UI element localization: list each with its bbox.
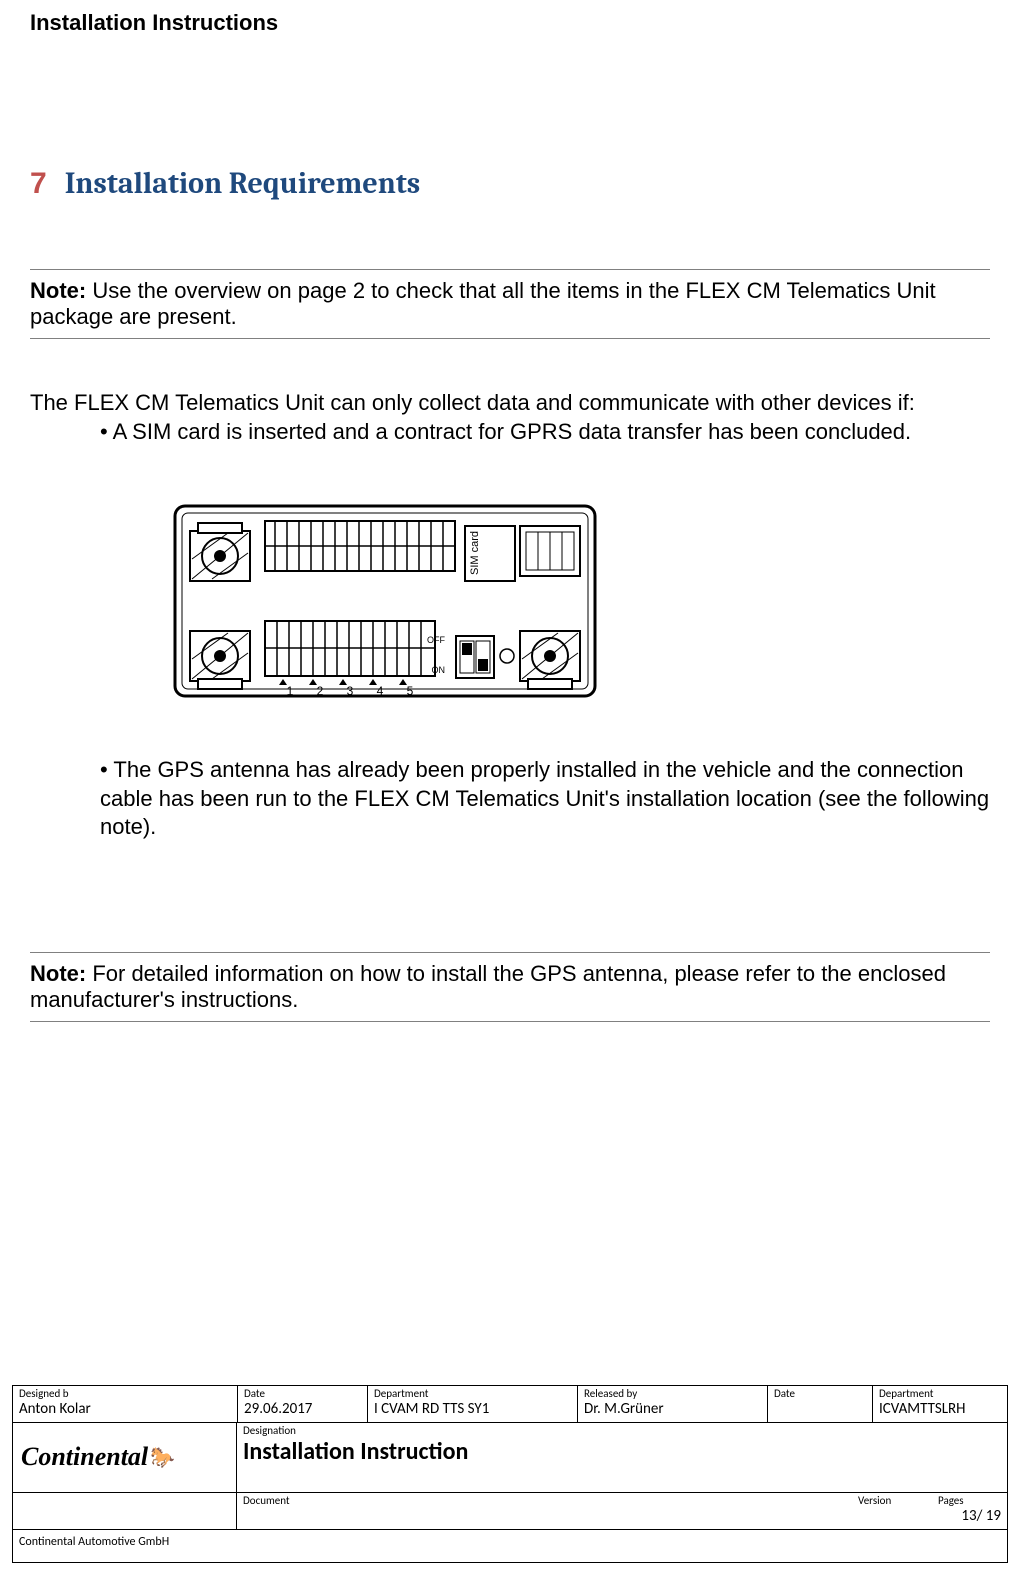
note-label: Note:	[30, 278, 86, 303]
version-cell: Version	[852, 1493, 932, 1529]
date1-cell: Date 29.06.2017	[237, 1386, 367, 1422]
document-cell: Document	[237, 1493, 852, 1529]
date1-label: Date	[244, 1388, 361, 1400]
page-header-title: Installation Instructions	[30, 10, 990, 36]
dept1-label: Department	[374, 1388, 571, 1400]
dept1-value: I CVAM RD TTS SY1	[374, 1400, 571, 1418]
svg-text:2: 2	[317, 684, 324, 698]
footer-row-1: Designed b Anton Kolar Date 29.06.2017 D…	[12, 1385, 1008, 1423]
section-number: 7	[30, 167, 47, 201]
logo-cell: Continental🐎	[12, 1423, 237, 1492]
svg-text:1: 1	[287, 684, 294, 698]
title-block: Designed b Anton Kolar Date 29.06.2017 D…	[12, 1385, 1008, 1563]
svg-text:5: 5	[407, 684, 414, 698]
designation-cell: Designation Installation Instruction	[237, 1423, 1008, 1492]
dept2-value: ICVAMTTSLRH	[879, 1400, 1001, 1418]
designed-by-value: Anton Kolar	[19, 1400, 231, 1418]
continental-logo: Continental	[21, 1442, 148, 1472]
dept1-cell: Department I CVAM RD TTS SY1	[367, 1386, 577, 1422]
company-name: Continental Automotive GmbH	[19, 1535, 169, 1549]
note-text-2: For detailed information on how to insta…	[30, 961, 946, 1012]
device-figure: SIM card 1 2 3 4 5	[170, 501, 990, 711]
note-text: Use the overview on page 2 to check that…	[30, 278, 936, 329]
designed-by-cell: Designed b Anton Kolar	[12, 1386, 237, 1422]
released-by-cell: Released by Dr. M.Grüner	[577, 1386, 767, 1422]
note-label-2: Note:	[30, 961, 86, 986]
version-label: Version	[858, 1495, 926, 1507]
footer-row-3: Document Version Pages 13/ 19	[12, 1493, 1008, 1530]
bullet-1: • A SIM card is inserted and a contract …	[100, 418, 990, 447]
svg-text:OFF: OFF	[427, 635, 445, 645]
svg-text:4: 4	[377, 684, 384, 698]
pages-cell: Pages 13/ 19	[932, 1493, 1007, 1529]
designed-by-label: Designed b	[19, 1388, 231, 1400]
released-by-label: Released by	[584, 1388, 761, 1400]
bullet-2: • The GPS antenna has already been prope…	[100, 756, 990, 842]
note-block-2: Note: For detailed information on how to…	[30, 952, 990, 1022]
horse-icon: 🐎	[150, 1445, 175, 1470]
svg-text:ON: ON	[432, 665, 446, 675]
released-by-value: Dr. M.Grüner	[584, 1400, 761, 1418]
designation-label: Designation	[243, 1425, 1001, 1437]
company-row: Continental Automotive GmbH	[12, 1530, 1008, 1563]
dept2-label: Department	[879, 1388, 1001, 1400]
date2-cell: Date	[767, 1386, 872, 1422]
designation-value: Installation Instruction	[243, 1437, 1001, 1466]
document-label: Document	[243, 1495, 846, 1507]
intro-paragraph: The FLEX CM Telematics Unit can only col…	[30, 389, 990, 418]
footer-row-2: Continental🐎 Designation Installation In…	[12, 1423, 1008, 1493]
sim-label: SIM card	[469, 531, 481, 575]
dept2-cell: Department ICVAMTTSLRH	[872, 1386, 1008, 1422]
date2-label: Date	[774, 1388, 866, 1400]
pages-value: 13/ 19	[938, 1507, 1001, 1525]
svg-text:3: 3	[347, 684, 354, 698]
note-block-1: Note: Use the overview on page 2 to chec…	[30, 269, 990, 339]
pages-label: Pages	[938, 1495, 1001, 1507]
date1-value: 29.06.2017	[244, 1400, 361, 1418]
logo-cell-empty	[12, 1493, 237, 1529]
section-title: Installation Requirements	[65, 166, 421, 201]
